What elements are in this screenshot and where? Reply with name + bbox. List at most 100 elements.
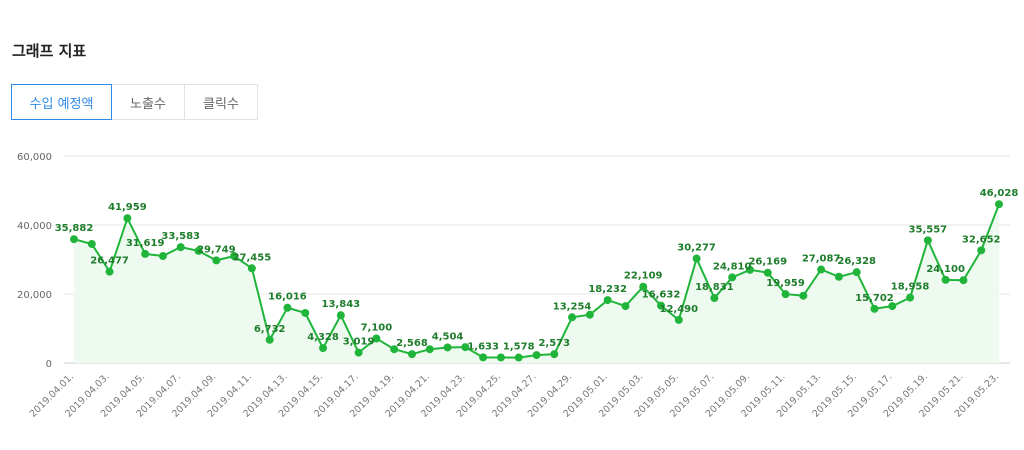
data-point [265, 335, 274, 344]
y-tick-label: 20,000 [17, 290, 52, 301]
data-point [959, 276, 968, 285]
data-point [817, 265, 826, 274]
data-point [852, 268, 861, 277]
revenue-line-chart: 0 20,000 40,000 60,000 35,882 26,477 41,959 31… [17, 152, 1019, 420]
page-title: 그래프 지표 [12, 42, 87, 60]
data-point [834, 272, 843, 281]
data-point [443, 343, 452, 352]
data-label: 24,100 [926, 264, 965, 275]
data-label: 26,169 [748, 257, 787, 268]
data-point [532, 351, 541, 360]
data-point [479, 353, 488, 362]
tab-clicks[interactable]: 클릭수 [185, 84, 258, 120]
y-axis-ticks: 0 20,000 40,000 60,000 [17, 152, 52, 370]
data-point [763, 268, 772, 277]
data-point [799, 291, 808, 300]
data-point [728, 273, 737, 282]
data-point [692, 254, 701, 263]
data-label: 19,959 [766, 278, 805, 289]
data-point [781, 290, 790, 299]
data-label: 32,652 [962, 234, 1001, 245]
data-point [906, 293, 915, 302]
data-label: 31,619 [126, 238, 165, 249]
data-point [354, 348, 363, 357]
data-label: 26,328 [837, 256, 876, 267]
data-point [336, 311, 345, 320]
data-label: 35,882 [55, 223, 94, 234]
data-label: 27,087 [802, 254, 841, 265]
data-label: 26,477 [90, 256, 129, 267]
data-label: 16,016 [268, 292, 307, 303]
data-label: 18,958 [891, 282, 930, 293]
data-point [230, 252, 239, 261]
data-point [995, 200, 1003, 209]
data-label: 15,702 [855, 293, 894, 304]
x-axis-ticks: 2019.04.01.2019.04.03.2019.04.05.2019.04… [28, 371, 1001, 419]
data-point [923, 236, 932, 245]
data-point [247, 264, 256, 273]
data-label: 13,254 [553, 301, 592, 312]
y-tick-label: 0 [46, 359, 52, 370]
data-label: 4,504 [432, 331, 464, 342]
data-label: 16,632 [642, 290, 681, 301]
data-label: 1,633 [467, 341, 499, 352]
tab-impressions[interactable]: 노출수 [112, 84, 185, 120]
area-fill [74, 204, 999, 363]
data-label: 35,557 [909, 224, 948, 235]
data-label: 2,573 [538, 338, 570, 349]
data-label: 13,843 [322, 299, 361, 310]
data-point [639, 282, 648, 291]
data-label: 22,109 [624, 271, 663, 282]
data-point [141, 249, 150, 258]
y-tick-label: 60,000 [17, 152, 52, 163]
data-point [888, 302, 897, 311]
metric-tabs: 수입 예정액 노출수 클릭수 [11, 84, 258, 120]
data-point [123, 214, 132, 223]
data-label: 7,100 [361, 323, 393, 334]
data-point [425, 345, 434, 354]
data-point [283, 303, 292, 312]
data-label: 29,749 [197, 244, 236, 255]
data-point [568, 313, 577, 322]
data-point [657, 301, 666, 310]
data-point [212, 256, 221, 265]
data-point [674, 315, 683, 324]
data-point [372, 334, 381, 343]
data-points [70, 200, 1003, 362]
data-label: 46,028 [980, 188, 1019, 199]
data-label: 1,578 [503, 342, 535, 353]
data-label: 2,568 [396, 338, 428, 349]
data-label: 27,455 [233, 252, 272, 263]
data-point [176, 243, 185, 252]
data-point [319, 344, 328, 353]
data-label: 4,328 [307, 332, 339, 343]
data-point [105, 267, 114, 276]
data-point [585, 310, 594, 319]
data-point [941, 275, 950, 284]
data-point [870, 304, 879, 313]
data-label: 24,810 [713, 261, 752, 272]
data-point [70, 235, 78, 244]
data-point [301, 308, 310, 317]
data-label: 18,232 [588, 284, 627, 295]
data-point [603, 296, 612, 305]
data-point [461, 343, 470, 352]
data-point [977, 246, 986, 255]
data-point [158, 252, 167, 261]
data-point [87, 239, 96, 248]
data-point [390, 345, 399, 354]
y-tick-label: 40,000 [17, 221, 52, 232]
data-label: 33,583 [161, 231, 200, 242]
data-point [745, 265, 754, 274]
tab-expected-revenue[interactable]: 수입 예정액 [11, 84, 112, 120]
data-label: 41,959 [108, 202, 147, 213]
data-point [550, 350, 559, 359]
data-point [514, 353, 523, 362]
data-point [710, 294, 719, 303]
data-point [496, 353, 505, 362]
data-point [407, 350, 416, 359]
data-label: 3,019 [343, 337, 375, 348]
data-point [621, 302, 630, 311]
data-point [194, 246, 203, 255]
